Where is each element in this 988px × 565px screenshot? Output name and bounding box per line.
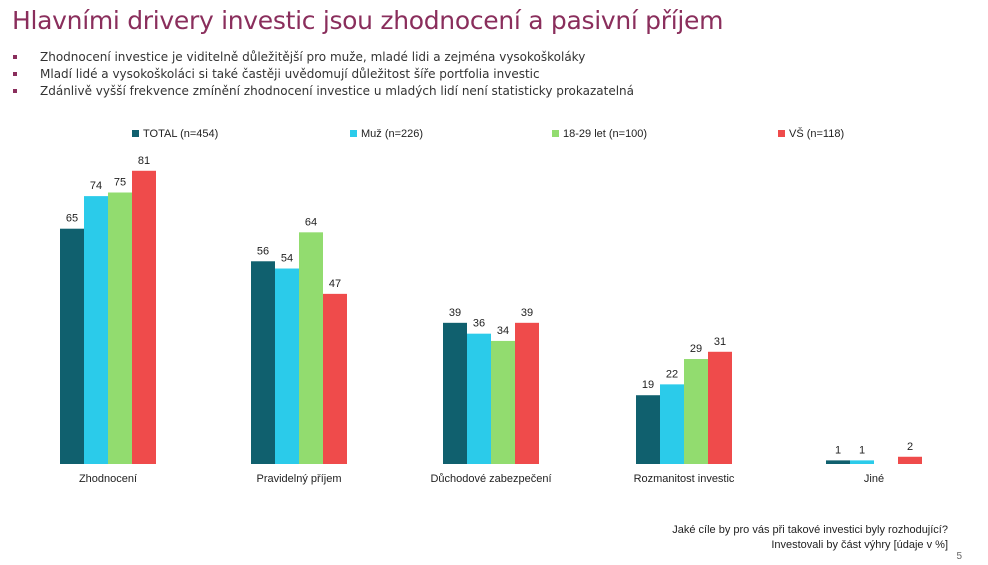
data-label-0-2: 75 [114, 177, 126, 189]
bar-3-2 [684, 359, 708, 464]
bullet-item: Zdánlivě vyšší frekvence zmínění zhodnoc… [12, 83, 634, 100]
slide-title: Hlavními drivery investic jsou zhodnocen… [12, 6, 724, 35]
data-label-3-1: 22 [666, 368, 678, 380]
legend-label: 18-29 let (n=100) [563, 128, 648, 140]
legend-swatch-icon [778, 130, 785, 137]
data-label-3-3: 31 [714, 336, 726, 348]
bar-4-1 [850, 460, 874, 464]
bar-3-1 [660, 384, 684, 464]
bar-1-2 [299, 232, 323, 464]
bar-1-0 [251, 261, 275, 464]
bullet-text: Zhodnocení investice je viditelně důleži… [40, 50, 586, 64]
page-number: 5 [956, 551, 962, 562]
bar-2-3 [515, 322, 539, 464]
data-label-4-1: 1 [859, 444, 865, 456]
data-label-3-0: 19 [642, 379, 654, 391]
data-label-1-0: 56 [257, 245, 269, 257]
category-label-0: Zhodnocení [79, 473, 137, 485]
data-label-1-1: 54 [281, 253, 293, 265]
data-label-1-3: 47 [329, 278, 341, 290]
bar-0-2 [108, 192, 132, 464]
data-label-2-2: 34 [497, 325, 509, 337]
data-label-1-2: 64 [305, 216, 317, 228]
legend-swatch-icon [132, 130, 139, 137]
legend-item-vs: VŠ (n=118) [778, 124, 844, 144]
legend-item-total: TOTAL (n=454) [132, 124, 218, 144]
bullet-text: Mladí lidé a vysokoškoláci si také častě… [40, 67, 540, 81]
data-label-0-3: 81 [138, 155, 150, 167]
data-label-4-3: 2 [907, 441, 913, 453]
category-label-1: Pravidelný příjem [257, 473, 342, 485]
question-footnote: Jaké cíle by pro vás při takové investic… [672, 523, 948, 553]
legend-label: Muž (n=226) [361, 128, 424, 140]
legend-swatch-icon [350, 130, 357, 137]
category-label-3: Rozmanitost investic [634, 473, 735, 485]
data-label-2-0: 39 [449, 307, 461, 319]
bullet-item: Zhodnocení investice je viditelně důleži… [12, 49, 634, 66]
bar-1-1 [275, 268, 299, 464]
bullet-square-icon [13, 72, 17, 76]
legend-label: VŠ (n=118) [789, 128, 845, 140]
legend-item-18-29: 18-29 let (n=100) [552, 124, 647, 144]
data-label-2-3: 39 [521, 307, 533, 319]
bullet-item: Mladí lidé a vysokoškoláci si také častě… [12, 66, 634, 83]
legend-item-muz: Muž (n=226) [350, 124, 423, 144]
bullet-text: Zdánlivě vyšší frekvence zmínění zhodnoc… [40, 84, 634, 98]
bar-3-0 [636, 395, 660, 464]
bar-0-3 [132, 170, 156, 464]
legend-label: TOTAL (n=454) [143, 128, 219, 140]
bar-2-0 [443, 322, 467, 464]
chart-legend: TOTAL (n=454) Muž (n=226) 18-29 let (n=1… [0, 124, 988, 144]
category-label-4: Jiné [864, 473, 884, 485]
bar-0-0 [60, 228, 84, 464]
data-label-4-0: 1 [835, 444, 841, 456]
bar-chart: 65 74 75 81 Zhodnocení 56 54 64 47 Pravidelný pří… [60, 155, 922, 485]
legend-swatch-icon [552, 130, 559, 137]
bar-2-1 [467, 333, 491, 464]
footnote-question: Jaké cíle by pro vás při takové investic… [672, 524, 948, 536]
bullet-list: Zhodnocení investice je viditelně důleži… [12, 49, 634, 100]
bar-4-0 [826, 460, 850, 464]
bar-2-2 [491, 340, 515, 464]
bar-0-1 [84, 196, 108, 464]
bar-3-3 [708, 351, 732, 464]
bullet-square-icon [13, 55, 17, 59]
data-label-3-2: 29 [690, 343, 702, 355]
bar-1-3 [323, 293, 347, 464]
bar-4-3 [898, 456, 922, 464]
category-label-2: Důchodové zabezpečení [430, 473, 551, 485]
footnote-note: Investovali by část výhry [údaje v %] [771, 539, 948, 551]
data-label-0-1: 74 [90, 180, 102, 192]
bullet-square-icon [13, 89, 17, 93]
data-label-0-0: 65 [66, 213, 78, 225]
data-label-2-1: 36 [473, 318, 485, 330]
